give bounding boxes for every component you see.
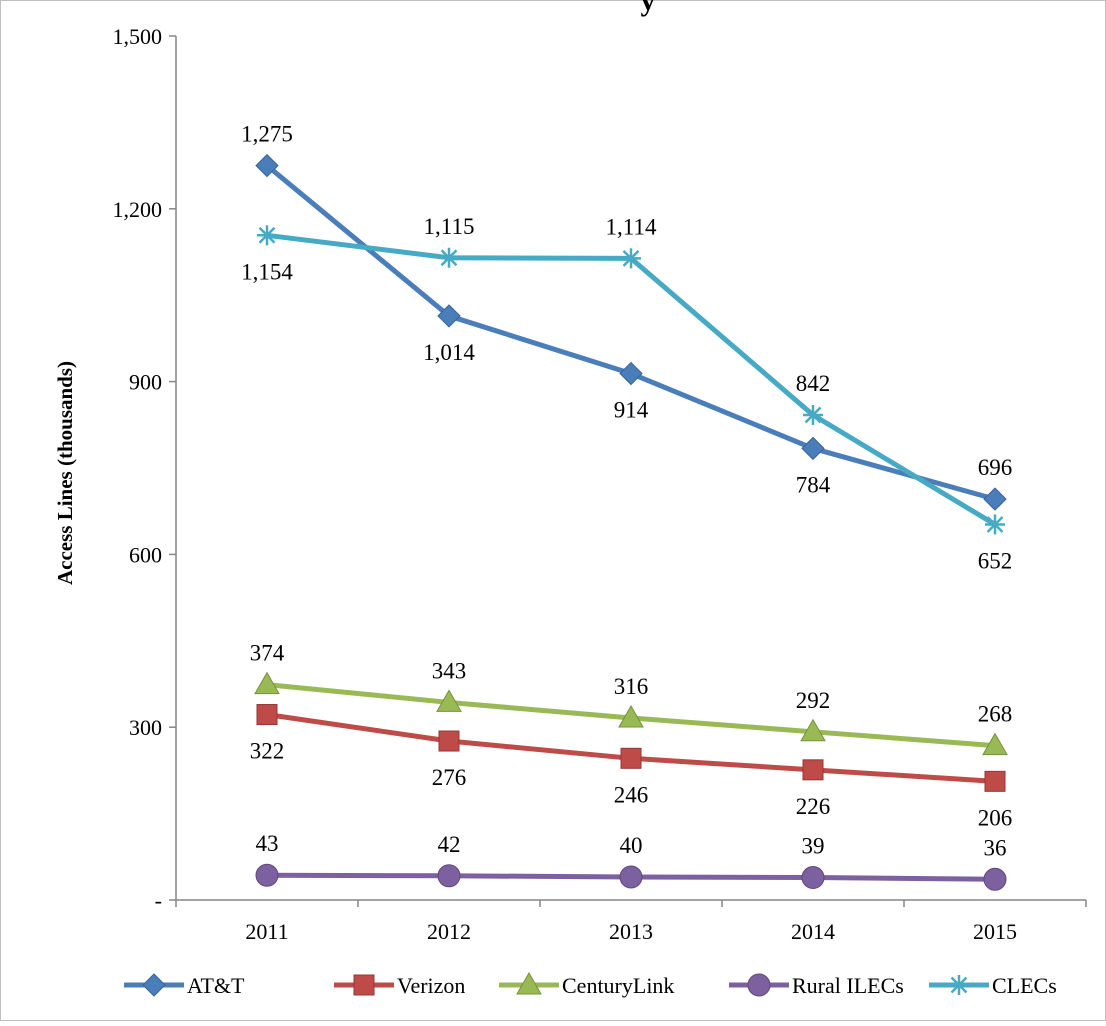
legend-item-verizon: Verizon	[334, 973, 465, 998]
data-point-rural-ilecs	[983, 867, 1007, 891]
y-axis-ticks: - 300 600 900 1,200 1,500	[113, 24, 176, 913]
x-tick-label: 2014	[791, 919, 835, 944]
legend-marker	[353, 974, 375, 996]
axes	[175, 36, 1086, 901]
data-label-at-t: 914	[614, 398, 649, 423]
data-label-clecs: 842	[796, 371, 831, 396]
data-point-at-t	[801, 436, 825, 461]
data-label-clecs: 1,115	[424, 214, 475, 239]
x-axis-ticks: 2011 2012 2013 2014 2015	[175, 900, 1087, 944]
data-label-clecs: 652	[978, 548, 1013, 573]
data-point-at-t	[983, 487, 1007, 511]
data-point-at-t	[437, 304, 461, 328]
data-point-verizon	[256, 704, 278, 726]
legend-label: CenturyLink	[562, 973, 674, 998]
data-label-centurylink: 374	[250, 641, 285, 666]
data-label-clecs: 1,114	[606, 214, 657, 239]
legend-label: Verizon	[397, 973, 465, 998]
data-label-rural-ilecs: 40	[620, 833, 643, 858]
data-label-rural-ilecs: 36	[984, 835, 1007, 860]
data-point-rural-ilecs	[801, 866, 825, 890]
legend-label: CLECs	[992, 973, 1057, 998]
y-tick-label: 1,200	[113, 197, 163, 222]
data-label-centurylink: 316	[614, 674, 649, 699]
data-label-clecs: 1,154	[241, 259, 293, 284]
legend-label: AT&T	[187, 973, 245, 998]
data-label-verizon: 226	[796, 794, 831, 819]
data-labels: 1,275 1,014 914 784 696 322 276 246 226 206 374 343…	[241, 122, 1012, 861]
data-point-centurylink	[254, 671, 280, 695]
data-label-verizon: 246	[614, 782, 649, 807]
legend-item-at-t: AT&T	[124, 973, 245, 998]
data-label-at-t: 1,014	[423, 340, 475, 365]
x-tick-label: 2011	[245, 919, 288, 944]
data-point-verizon	[438, 730, 460, 752]
data-label-centurylink: 268	[978, 702, 1013, 727]
data-point-at-t	[255, 153, 279, 178]
data-label-centurylink: 292	[796, 688, 831, 713]
legend: AT&T Verizon CenturyLink Rural ILECs CLECs	[124, 971, 1057, 998]
chart-title: y	[641, 0, 656, 17]
legend-marker	[142, 973, 166, 997]
data-point-verizon	[984, 770, 1006, 792]
data-point-verizon	[802, 759, 824, 781]
legend-item-clecs: CLECs	[929, 973, 1057, 998]
data-label-centurylink: 343	[432, 658, 467, 683]
data-label-verizon: 206	[978, 805, 1013, 830]
y-tick-label: 300	[129, 715, 162, 740]
y-tick-label: 900	[129, 370, 162, 395]
data-point-centurylink	[982, 732, 1008, 756]
data-point-at-t	[619, 361, 643, 386]
data-label-rural-ilecs: 42	[438, 832, 461, 857]
legend-marker	[747, 973, 771, 997]
legend-item-centurylink: CenturyLink	[499, 971, 674, 998]
data-label-at-t: 696	[978, 455, 1013, 480]
legend-marker	[949, 975, 969, 995]
data-point-rural-ilecs	[255, 863, 279, 887]
data-point-rural-ilecs	[619, 865, 643, 889]
data-label-rural-ilecs: 39	[802, 834, 825, 859]
series-markers	[254, 153, 1008, 891]
x-tick-label: 2013	[609, 919, 653, 944]
data-label-verizon: 276	[432, 765, 467, 790]
series-lines	[265, 163, 997, 882]
data-point-clecs	[985, 514, 1005, 535]
x-tick-label: 2015	[973, 919, 1017, 944]
y-axis-title: Access Lines (thousands)	[53, 361, 77, 585]
data-point-clecs	[257, 225, 277, 246]
data-point-clecs	[803, 405, 823, 426]
data-point-verizon	[620, 747, 642, 769]
data-point-clecs	[621, 248, 641, 269]
y-tick-label: 1,500	[113, 24, 163, 49]
y-tick-label: -	[155, 888, 162, 913]
data-point-centurylink	[618, 704, 644, 728]
legend-marker	[516, 971, 542, 995]
data-point-clecs	[439, 247, 459, 268]
data-point-rural-ilecs	[437, 864, 461, 888]
x-tick-label: 2012	[427, 919, 471, 944]
data-label-at-t: 784	[796, 472, 831, 497]
data-point-centurylink	[436, 689, 462, 712]
data-label-verizon: 322	[250, 739, 285, 764]
y-tick-label: 600	[129, 542, 162, 567]
data-point-centurylink	[800, 718, 826, 742]
data-label-rural-ilecs: 43	[256, 831, 279, 856]
data-label-at-t: 1,275	[241, 122, 293, 147]
legend-item-rural-ilecs: Rural ILECs	[729, 973, 904, 998]
legend-label: Rural ILECs	[792, 973, 904, 998]
